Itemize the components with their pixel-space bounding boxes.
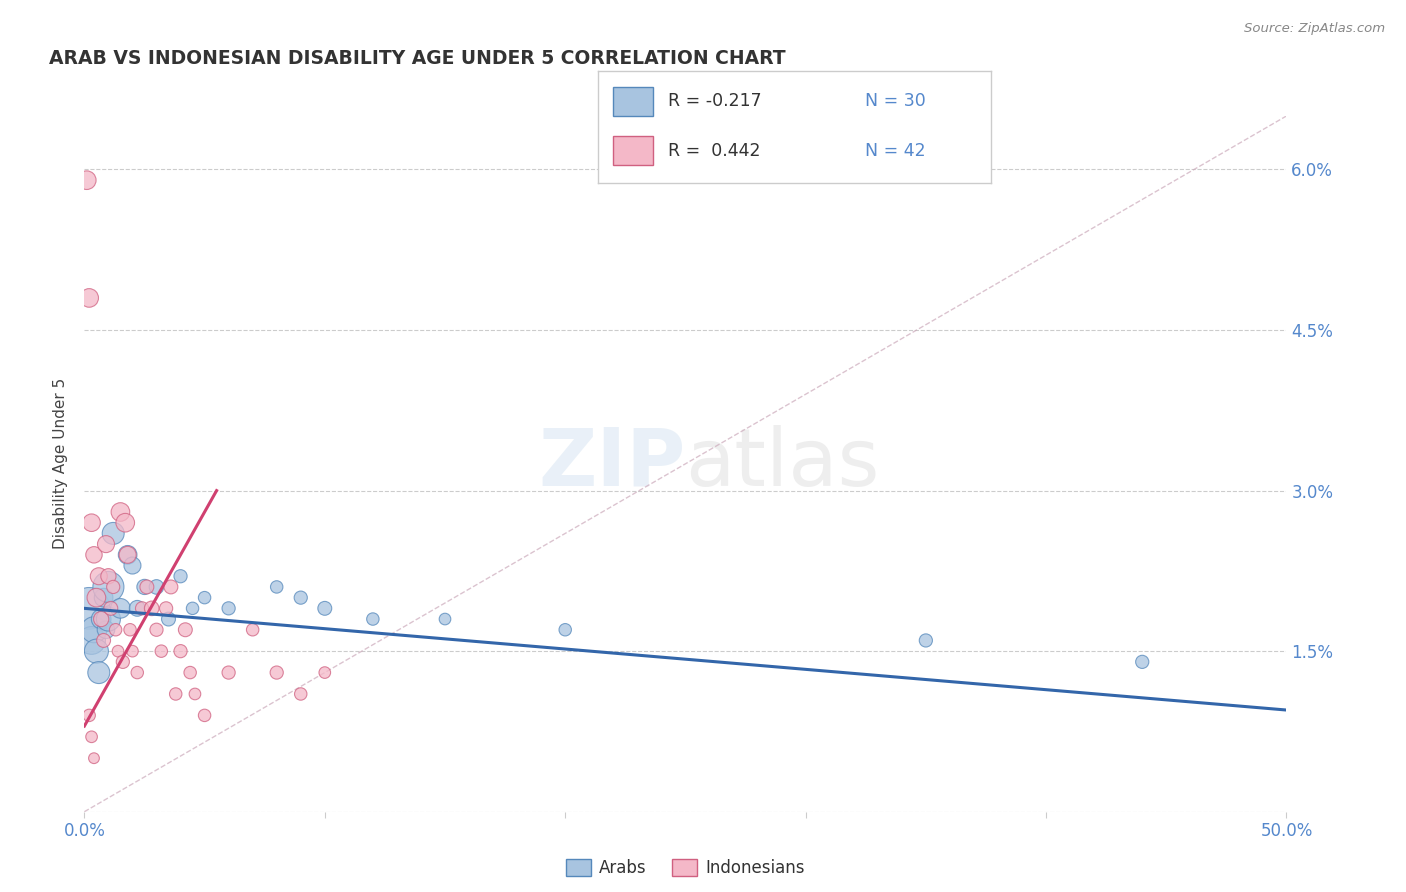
Point [80,516,103,530]
Point [83,623,105,637]
Point [194,591,217,605]
Point [121,558,143,573]
Point [77,601,100,615]
Text: atlas: atlas [686,425,880,503]
FancyBboxPatch shape [613,87,652,116]
Point [80,730,103,744]
Text: ZIP: ZIP [538,425,686,503]
Point [157,612,180,626]
Point [77,291,100,305]
Point [554,623,576,637]
Point [127,665,149,680]
Point [134,580,156,594]
Point [86,591,108,605]
Point [314,601,336,615]
Text: N = 42: N = 42 [865,142,927,160]
Point [103,580,125,594]
Point [290,687,312,701]
Text: Source: ZipAtlas.com: Source: ZipAtlas.com [1244,22,1385,36]
Point [100,601,122,615]
Point [117,548,139,562]
FancyBboxPatch shape [613,136,652,165]
Point [179,665,201,680]
Point [118,623,141,637]
Point [87,665,110,680]
Point [135,580,157,594]
Text: R =  0.442: R = 0.442 [668,142,761,160]
Point [114,516,136,530]
Point [94,623,117,637]
Point [290,591,312,605]
Point [103,526,125,541]
Point [314,665,336,680]
Point [155,601,177,615]
Point [121,644,143,658]
Point [93,591,115,605]
Point [80,633,103,648]
Point [160,580,183,594]
Point [169,644,191,658]
Point [76,173,98,187]
Point [83,548,105,562]
Point [97,580,120,594]
Point [97,612,120,626]
Point [434,612,457,626]
Point [104,623,127,637]
Point [218,601,240,615]
Point [87,569,110,583]
Point [165,687,187,701]
Point [181,601,204,615]
Point [361,612,384,626]
Point [145,623,167,637]
Point [97,569,120,583]
Point [83,751,105,765]
Point [90,612,112,626]
Point [90,612,112,626]
Text: ARAB VS INDONESIAN DISABILITY AGE UNDER 5 CORRELATION CHART: ARAB VS INDONESIAN DISABILITY AGE UNDER … [49,49,786,68]
Point [174,623,197,637]
Point [145,580,167,594]
Y-axis label: Disability Age Under 5: Disability Age Under 5 [53,378,69,549]
Point [1130,655,1153,669]
Text: R = -0.217: R = -0.217 [668,93,762,111]
Point [131,601,153,615]
Point [194,708,217,723]
Point [117,548,139,562]
Point [150,644,173,658]
Point [242,623,264,637]
Point [107,644,129,658]
Point [111,655,134,669]
Point [94,537,117,551]
Point [218,665,240,680]
Point [110,505,132,519]
Point [184,687,207,701]
Point [915,633,938,648]
Point [77,708,100,723]
Point [169,569,191,583]
Point [86,644,108,658]
Point [110,601,132,615]
Point [266,580,288,594]
Text: N = 30: N = 30 [865,93,927,111]
Legend: Arabs, Indonesians: Arabs, Indonesians [560,852,811,883]
Point [93,633,115,648]
Point [141,601,163,615]
Point [127,601,149,615]
Point [266,665,288,680]
